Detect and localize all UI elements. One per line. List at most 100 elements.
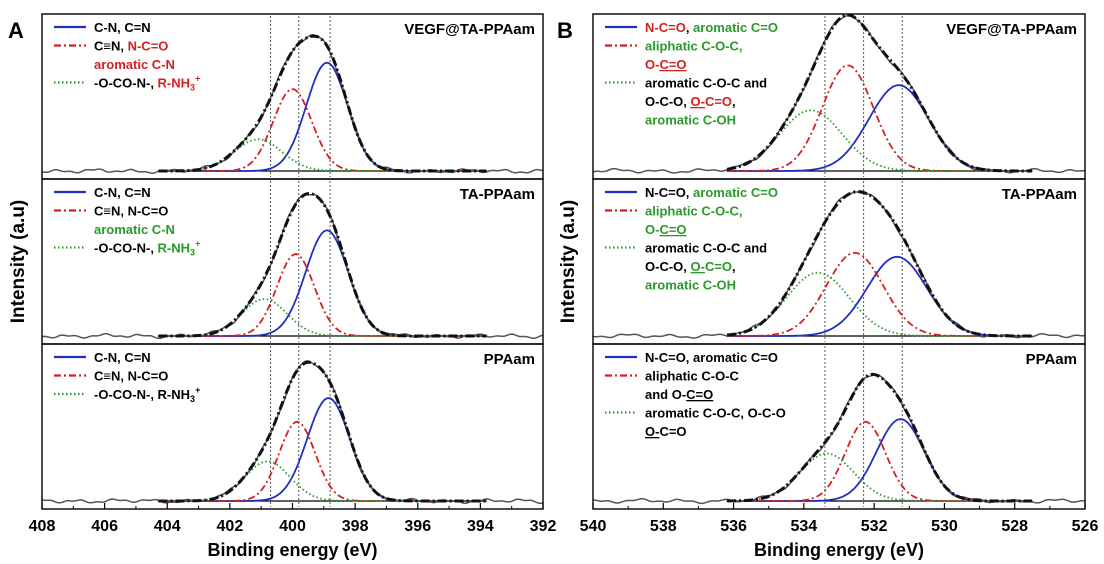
panel-letter: A: [8, 18, 24, 43]
legend-text-segment: O-: [645, 222, 659, 237]
component-peak-solid-blue: [158, 397, 487, 502]
component-peak-dashdot-red: [727, 420, 1033, 502]
fit-envelope: [158, 192, 487, 338]
legend-text-segment: N-C=O, aromatic C=O: [645, 350, 778, 365]
legend-text-segment: ,: [686, 20, 693, 35]
legend-text-segment: C=O: [659, 424, 686, 439]
legend: C-N, C=N C≡N, N-C=O aromatic C-N -O-CO-N-, …: [54, 185, 200, 258]
legend-entry: C≡N, N-C=O: [94, 204, 168, 219]
component-peak-dashdot-red: [158, 253, 487, 337]
legend-text-segment: aromatic C-N: [94, 57, 175, 72]
x-tick-label: 408: [29, 518, 56, 535]
legend-entry: C-N, C=N: [94, 350, 151, 365]
x-tick-label: 540: [580, 518, 607, 535]
subplot-title: TA-PPAam: [1002, 186, 1077, 203]
panel-a: A Intensity (a.u) VEGF@TA-PPAam C-N, C=N C≡N…: [8, 13, 557, 560]
legend-text-segment: aromatic C-OH: [645, 278, 736, 293]
x-axis-label: Binding energy (eV): [207, 540, 377, 560]
panel-letter: B: [557, 18, 573, 43]
legend-entry: -O-CO-N-, R-NH3+: [94, 385, 200, 404]
legend-text-segment: C-N, C=N: [94, 350, 151, 365]
component-peak-dashdot-red: [727, 251, 1033, 337]
x-tick-label: 406: [91, 518, 118, 535]
legend-text-segment: and O-: [645, 387, 686, 402]
subplot-title: VEGF@TA-PPAam: [404, 21, 535, 38]
y-axis-label: Intensity (a.u): [558, 200, 579, 324]
legend-entry: O-C-O, O-C=O,: [645, 94, 736, 109]
legend-text-segment: O-: [645, 57, 659, 72]
legend-text-segment: C=O: [705, 94, 732, 109]
legend-text-segment: C≡N, N-C=O: [94, 369, 168, 384]
legend-text-segment: C-N, C=N: [94, 185, 151, 200]
legend-entry: N-C=O, aromatic C=O: [645, 350, 778, 365]
legend-entry: aromatic C-N: [94, 57, 175, 72]
legend-text-segment: N-C=O,: [645, 185, 693, 200]
legend-text-segment: O-C-O,: [645, 259, 691, 274]
legend-text-segment: +: [195, 239, 200, 249]
legend-text-segment: +: [195, 385, 200, 395]
legend-entry: C-N, C=N: [94, 20, 151, 35]
x-tick-label: 394: [467, 518, 494, 535]
legend-text-segment: R-NH: [158, 241, 191, 256]
legend-entry: O-C-O, O-C=O,: [645, 259, 736, 274]
component-peak-dotted-green: [158, 460, 487, 502]
component-peak-solid-blue: [158, 61, 487, 172]
legend-text-segment: C-N, C=N: [94, 20, 151, 35]
legend-text-segment: ,: [732, 94, 736, 109]
legend-text-segment: ,: [732, 259, 736, 274]
legend-entry: aromatic C-OH: [645, 278, 736, 293]
subplot-title: TA-PPAam: [460, 186, 535, 203]
fit-envelope: [726, 190, 1033, 338]
x-tick-label: 400: [279, 518, 306, 535]
legend-text-segment: N-C=O: [645, 20, 686, 35]
fit-envelope: [158, 34, 487, 173]
legend-text-segment: 3: [190, 394, 195, 404]
legend-text-segment: aromatic C-O-C and: [645, 241, 767, 256]
legend-text-segment: aliphatic C-O-C: [645, 369, 740, 384]
legend-text-segment: R-NH: [158, 76, 191, 91]
legend: C-N, C=N C≡N, N-C=O aromatic C-N -O-CO-N-, …: [54, 20, 200, 93]
fit-envelope: [726, 13, 1033, 173]
legend-text-segment: aromatic C=O: [693, 20, 778, 35]
legend-entry: O-C=O: [645, 424, 687, 439]
legend-text-segment: -O-CO-N-, R-NH: [94, 387, 190, 402]
raw-spectrum: [592, 191, 1086, 339]
component-peak-solid-blue: [158, 229, 487, 337]
component-peak-solid-blue: [727, 418, 1033, 502]
legend-text-segment: aliphatic C-O-C,: [645, 204, 743, 219]
legend-text-segment: 3: [190, 83, 195, 93]
legend-text-segment: O-C-O,: [645, 94, 691, 109]
x-tick-label: 534: [791, 518, 818, 535]
fit-envelope: [158, 360, 487, 503]
legend-text-segment: -O-CO-N-,: [94, 241, 158, 256]
legend-text-segment: +: [195, 74, 200, 84]
raw-spectrum: [41, 34, 544, 174]
legend-text-segment: aromatic C-O-C and: [645, 76, 767, 91]
legend-entry: N-C=O, aromatic C=O: [645, 20, 778, 35]
legend-entry: C-N, C=N: [94, 185, 151, 200]
legend-text-segment: aromatic C-O-C, O-C-O: [645, 406, 786, 421]
legend-text-segment: aliphatic C-O-C,: [645, 39, 743, 54]
x-tick-label: 392: [530, 518, 557, 535]
x-tick-label: 528: [1001, 518, 1028, 535]
component-peak-dashdot-red: [727, 64, 1033, 172]
x-tick-label: 404: [154, 518, 181, 535]
legend-entry: aliphatic C-O-C: [645, 369, 740, 384]
legend-entry: aliphatic C-O-C,: [645, 204, 743, 219]
legend-entry: C≡N, N-C=O: [94, 369, 168, 384]
subplot-vegf-ta-ppaam: VEGF@TA-PPAam C-N, C=N C≡N, N-C=O aromatic …: [41, 13, 544, 180]
legend-text-segment: C=O: [686, 387, 713, 402]
legend-text-segment: O-: [691, 94, 705, 109]
component-peak-dotted-green: [158, 138, 487, 172]
x-tick-label: 526: [1072, 518, 1099, 535]
fit-envelope: [726, 372, 1033, 503]
legend-entry: aromatic C-OH: [645, 113, 736, 128]
legend-text-segment: 3: [190, 248, 195, 258]
legend-text-segment: N-C=O: [128, 39, 169, 54]
legend-text-segment: -O-CO-N-,: [94, 76, 158, 91]
legend-text-segment: aromatic C-OH: [645, 113, 736, 128]
component-peak-dashdot-red: [158, 88, 487, 172]
